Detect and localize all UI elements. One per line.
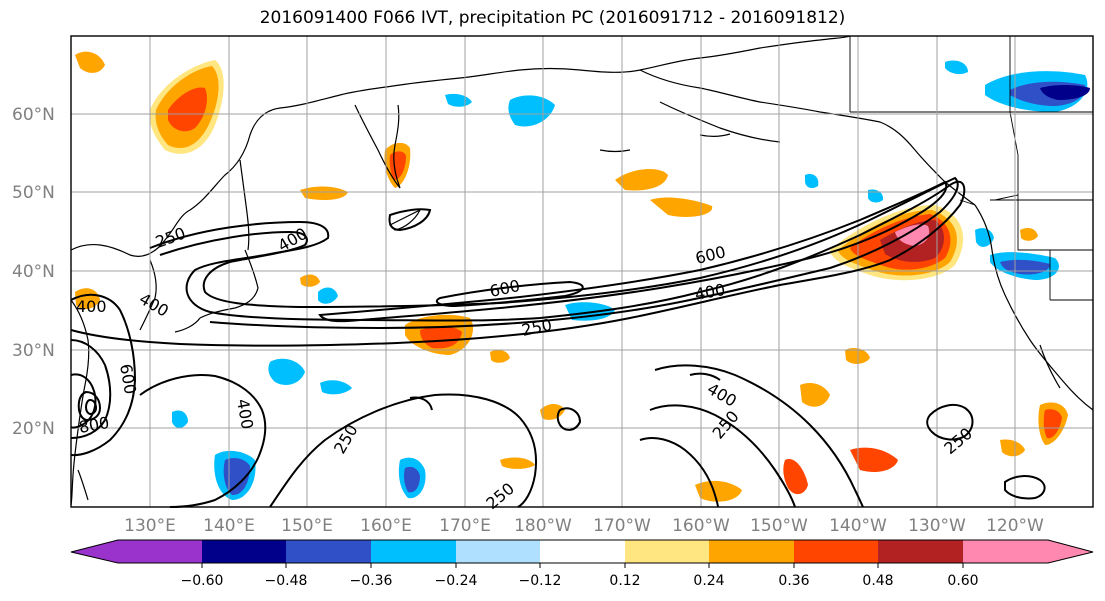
lon-label: 150°W <box>750 516 808 536</box>
colorbar-swatch <box>202 540 286 563</box>
colorbar-swatch <box>118 540 202 563</box>
lon-label: 140°E <box>203 516 255 536</box>
lon-label: 180°W <box>514 516 572 536</box>
colorbar-extend-low <box>71 540 118 563</box>
map-frame <box>70 35 1094 508</box>
colorbar-tick-label: 0.60 <box>947 573 978 589</box>
colorbar-swatch <box>456 540 540 563</box>
colorbar-swatch <box>625 540 709 563</box>
colorbar-tick-label: 0.36 <box>778 573 809 589</box>
borders <box>849 36 1093 301</box>
colorbar-swatch <box>794 540 878 563</box>
colorbar-extend-high <box>1048 540 1093 563</box>
colorbar-tick-label: −0.36 <box>350 573 393 589</box>
colorbar-swatch <box>286 540 371 563</box>
longitude-labels: 130°E 140°E 150°E 160°E 170°E 180°W 170°… <box>124 516 1044 536</box>
colorbar: −0.60 −0.48 −0.36 −0.24 −0.12 0.12 0.24 … <box>70 539 1094 589</box>
ivt-contours <box>70 176 1046 508</box>
lon-label: 170°E <box>439 516 491 536</box>
latitude-labels: 60°N 50°N 40°N 30°N 20°N <box>12 105 55 439</box>
lat-label: 40°N <box>12 262 55 282</box>
lon-label: 130°E <box>124 516 176 536</box>
colorbar-tick-label: 0.48 <box>862 573 893 589</box>
colorbar-tick-label: 0.12 <box>609 573 640 589</box>
colorbar-swatch <box>878 540 963 563</box>
colorbar-tick-label: −0.60 <box>181 573 224 589</box>
colorbar-swatch <box>540 540 625 563</box>
colorbar-swatch <box>371 540 456 563</box>
lat-label: 50°N <box>12 183 55 203</box>
precip-field <box>75 51 1090 502</box>
contour-label: 400 <box>76 297 107 316</box>
colorbar-tick-label: 0.24 <box>693 573 724 589</box>
colorbar-swatch <box>963 540 1048 563</box>
map-title: 2016091400 F066 IVT, precipitation PC (2… <box>259 8 846 28</box>
lon-label: 130°W <box>908 516 966 536</box>
lat-label: 60°N <box>12 105 55 125</box>
lon-label: 160°E <box>360 516 412 536</box>
lat-label: 20°N <box>12 419 55 439</box>
colorbar-tick-label: −0.24 <box>435 573 478 589</box>
colorbar-tick-label: −0.12 <box>519 573 562 589</box>
lon-label: 140°W <box>829 516 887 536</box>
lon-label: 120°W <box>986 516 1044 536</box>
colorbar-tick-label: −0.48 <box>265 573 308 589</box>
colorbar-swatch <box>709 540 794 563</box>
lon-label: 170°W <box>593 516 651 536</box>
lon-label: 160°W <box>672 516 730 536</box>
coastlines <box>70 35 1094 506</box>
lat-label: 30°N <box>12 341 55 361</box>
grid <box>71 36 1093 507</box>
lon-label: 150°E <box>281 516 333 536</box>
colorbar-outline <box>70 539 1094 564</box>
